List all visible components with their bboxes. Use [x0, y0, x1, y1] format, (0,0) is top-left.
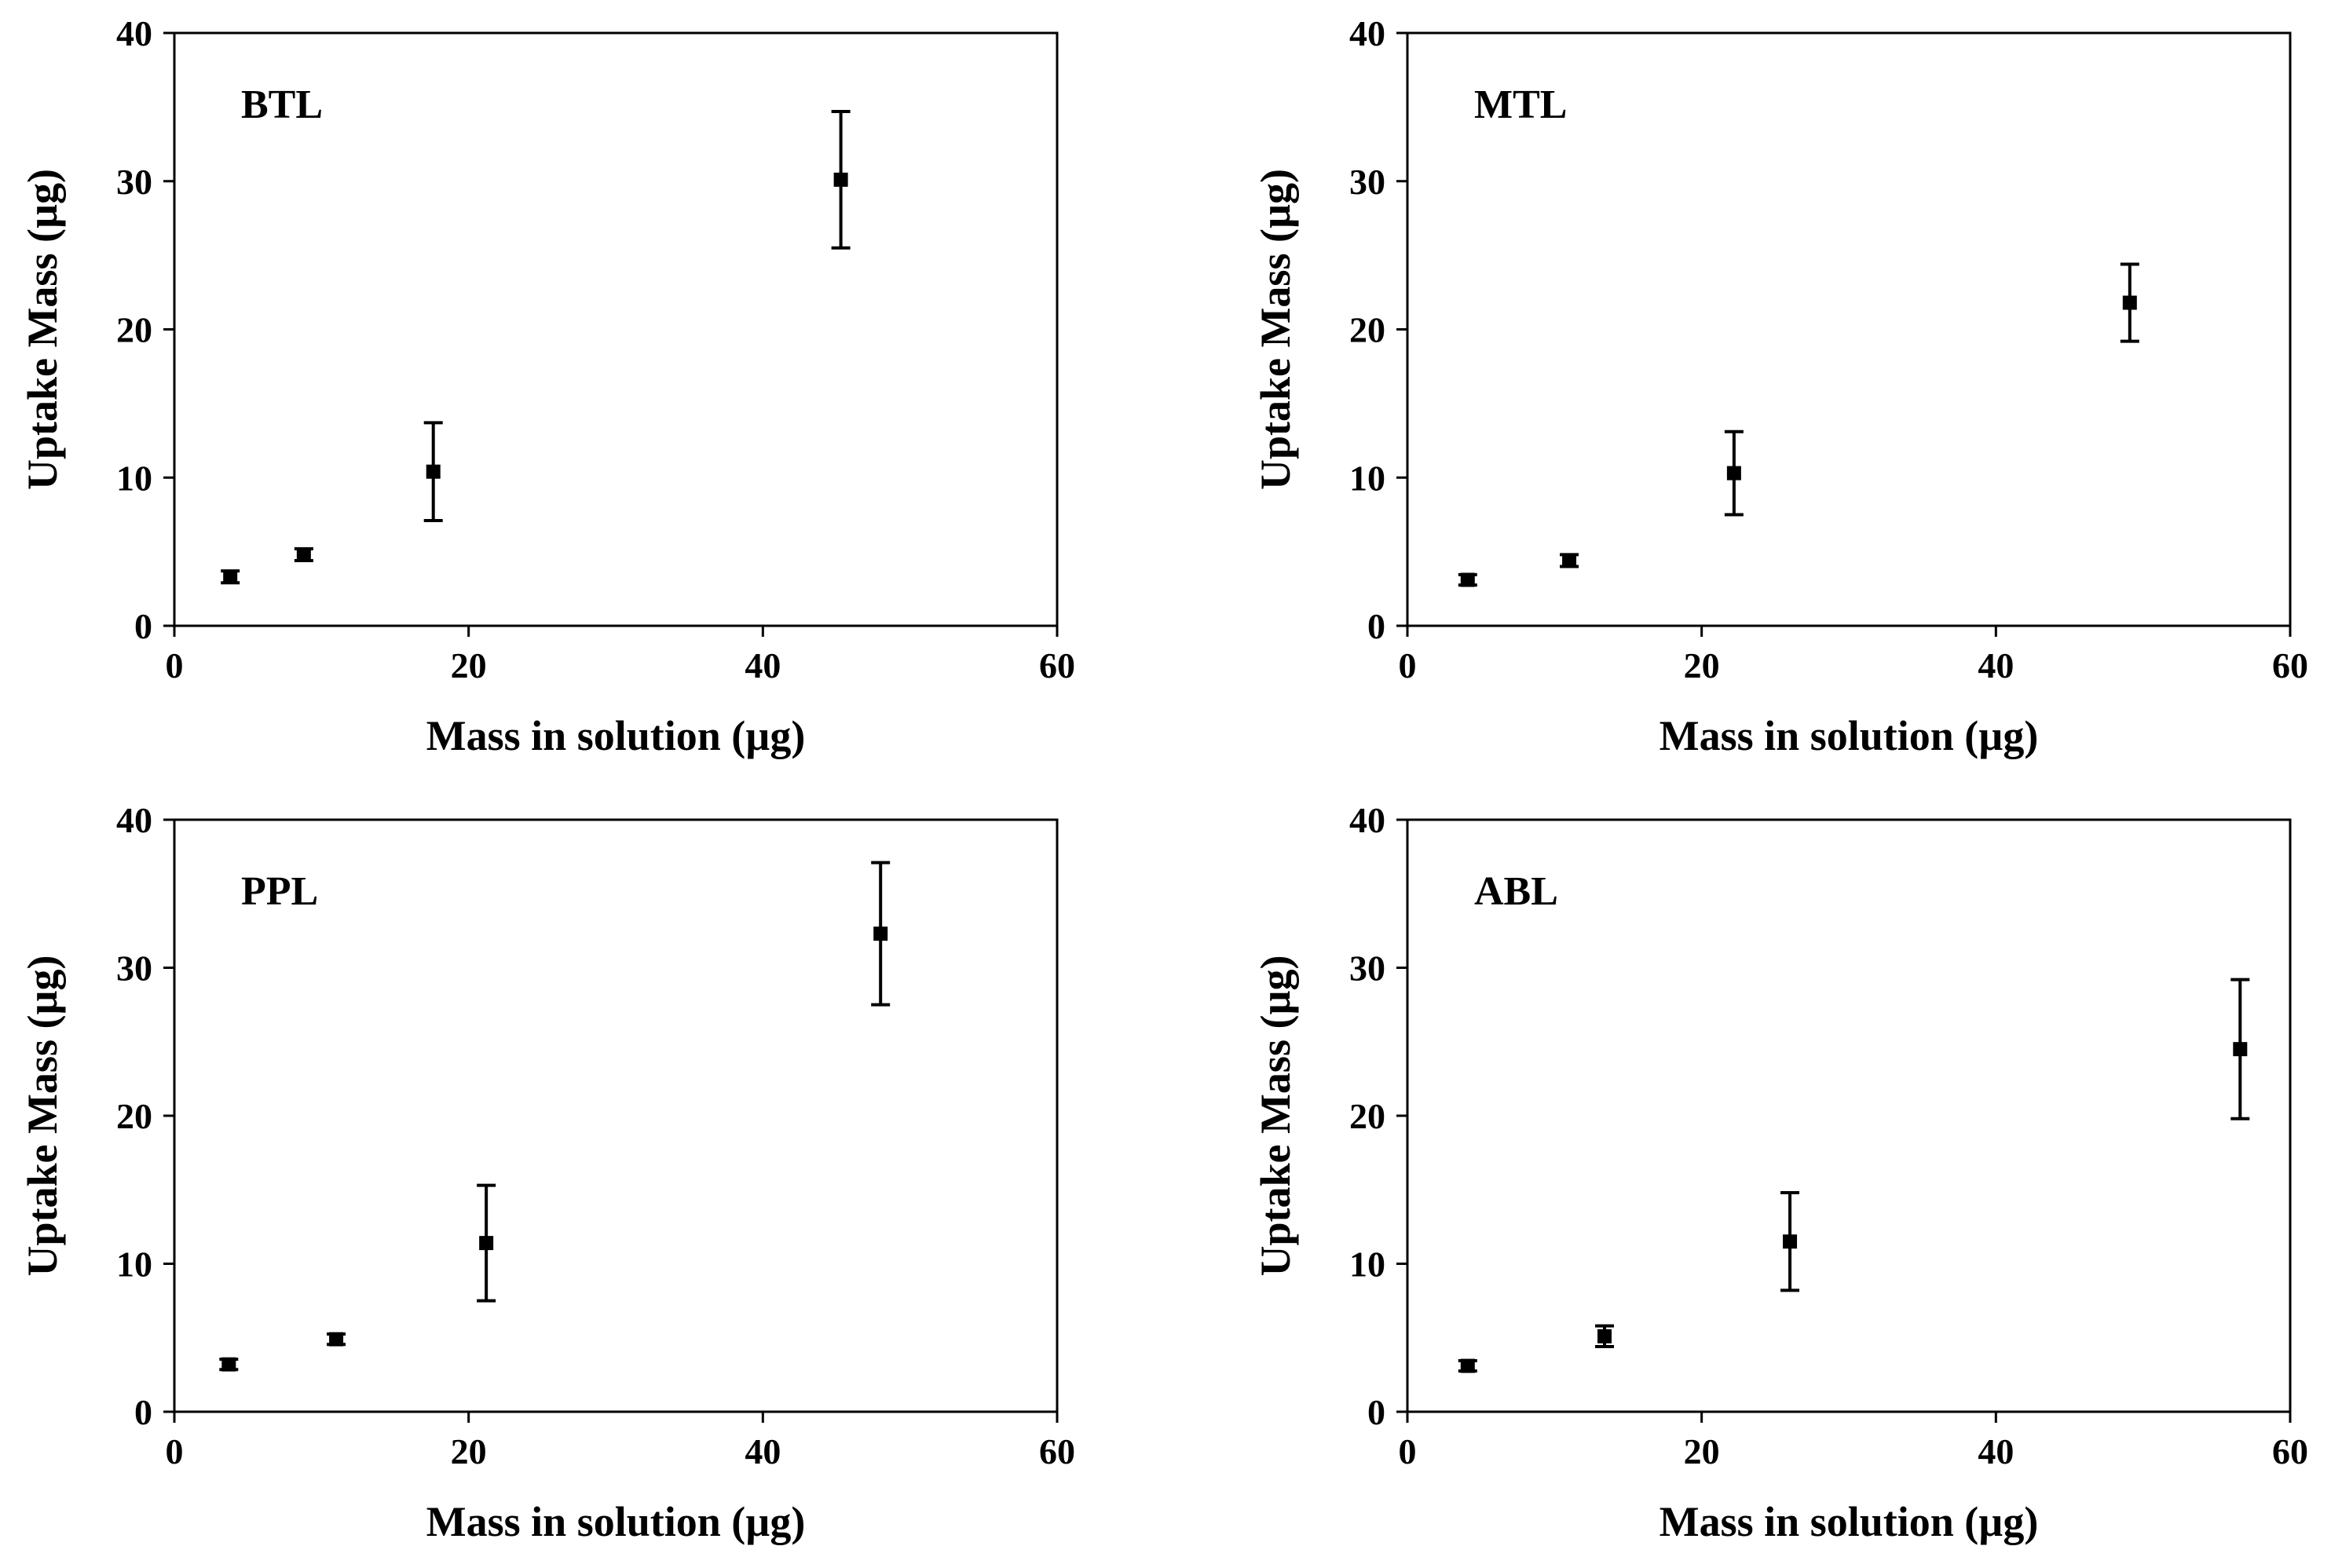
data-point: [873, 927, 888, 941]
data-point: [479, 1236, 494, 1251]
y-tick-label: 20: [116, 1096, 152, 1136]
x-tick-label: 0: [166, 1431, 184, 1471]
x-tick-label: 20: [1684, 645, 1720, 685]
x-tick-label: 40: [745, 1431, 781, 1471]
y-axis-label: Uptake Mass (µg): [1252, 169, 1299, 490]
data-point: [2233, 1042, 2248, 1057]
y-tick-label: 0: [134, 606, 152, 646]
data-point: [223, 569, 238, 584]
x-tick-label: 60: [2272, 1431, 2308, 1471]
x-tick-label: 20: [451, 645, 487, 685]
y-tick-label: 20: [1349, 1096, 1385, 1136]
y-tick-label: 0: [1367, 1392, 1385, 1432]
x-tick-label: 40: [1978, 645, 2014, 685]
panel-label: MTL: [1474, 82, 1567, 127]
data-point: [1460, 572, 1475, 587]
y-tick-label: 30: [116, 162, 152, 202]
data-point: [329, 1332, 344, 1347]
x-tick-label: 0: [1399, 1431, 1417, 1471]
y-tick-label: 30: [116, 948, 152, 989]
y-tick-label: 0: [1367, 606, 1385, 646]
y-tick-label: 40: [1349, 800, 1385, 840]
chart-panel-abl: 0 20 40 60 0 10 20 30 40 Mass in solution (µg) Upt…: [1252, 800, 2308, 1545]
y-tick-label: 40: [1349, 13, 1385, 53]
y-tick-label: 10: [116, 1245, 152, 1285]
y-tick-label: 0: [134, 1392, 152, 1432]
y-tick-label: 30: [1349, 162, 1385, 202]
x-tick-label: 60: [1039, 645, 1075, 685]
y-tick-label: 20: [116, 310, 152, 350]
x-tick-label: 0: [1399, 645, 1417, 685]
y-tick-label: 10: [1349, 1245, 1385, 1285]
data-point: [1783, 1234, 1798, 1249]
data-point: [296, 547, 311, 562]
x-tick-label: 20: [1684, 1431, 1720, 1471]
x-axis-label: Mass in solution (µg): [1660, 1498, 2039, 1545]
panel-label: ABL: [1474, 869, 1558, 914]
x-tick-label: 60: [1039, 1431, 1075, 1471]
data-point: [1597, 1329, 1612, 1343]
y-axis-label: Uptake Mass (µg): [1252, 955, 1299, 1276]
y-axis-label: Uptake Mass (µg): [19, 169, 66, 490]
x-tick-label: 0: [166, 645, 184, 685]
x-axis-label: Mass in solution (µg): [1660, 712, 2039, 759]
y-tick-label: 30: [1349, 948, 1385, 989]
chart-panel-ppl: 0 20 40 60 0 10 20 30 40 Mass in solution (µg) Upt…: [19, 800, 1075, 1545]
panel-label: BTL: [241, 82, 323, 127]
panel-label: PPL: [241, 869, 318, 914]
y-tick-label: 10: [116, 458, 152, 498]
chart-panel-btl: 0 20 40 60 0 10 20 30 40 Mass in solution (µg) Upt…: [19, 13, 1075, 759]
chart-panel-mtl: 0 20 40 60 0 10 20 30 40 Mass in solution (µg) Upt…: [1252, 13, 2308, 759]
y-tick-label: 10: [1349, 458, 1385, 498]
y-axis-label: Uptake Mass (µg): [19, 955, 66, 1276]
y-tick-label: 20: [1349, 310, 1385, 350]
data-point: [426, 464, 441, 479]
x-tick-label: 60: [2272, 645, 2308, 685]
y-tick-label: 40: [116, 13, 152, 53]
y-tick-label: 40: [116, 800, 152, 840]
x-tick-label: 40: [1978, 1431, 2014, 1471]
data-point: [1726, 466, 1741, 481]
x-tick-label: 20: [451, 1431, 487, 1471]
data-point: [2122, 295, 2137, 310]
x-axis-label: Mass in solution (µg): [426, 712, 806, 759]
data-point: [1460, 1358, 1475, 1373]
data-point: [221, 1357, 236, 1372]
data-point: [1562, 553, 1577, 568]
x-axis-label: Mass in solution (µg): [426, 1498, 806, 1545]
x-tick-label: 40: [745, 645, 781, 685]
data-point: [833, 172, 848, 187]
